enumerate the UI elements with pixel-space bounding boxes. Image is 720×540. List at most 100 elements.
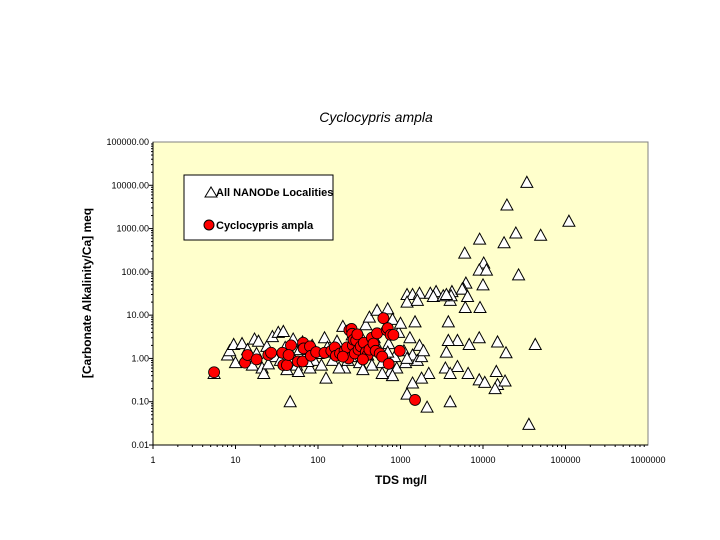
legend-circle-icon [203, 219, 215, 231]
y-tick-label: 1.00 [131, 353, 149, 363]
y-tick-label: 10000.00 [111, 180, 149, 190]
y-tick-label: 10.00 [126, 310, 149, 320]
triangle-point-all-localities [500, 197, 514, 211]
triangle-point-all-localities [375, 366, 390, 379]
triangle-point-all-localities [420, 400, 434, 413]
circle-point-cyclocypris [409, 394, 421, 406]
triangle-point-all-localities [461, 366, 475, 379]
chart-title: Cyclocypris ampla [319, 109, 433, 125]
triangle-point-all-localities [408, 314, 422, 328]
triangle-point-all-localities [522, 417, 536, 430]
x-tick-label: 10 [230, 455, 240, 465]
triangle-point-all-localities [462, 337, 477, 350]
circle-point-cyclocypris [281, 359, 293, 372]
x-tick-label: 100 [310, 455, 325, 465]
triangle-point-all-localities [489, 364, 504, 377]
circle-point-cyclocypris [296, 355, 309, 368]
triangle-point-all-localities [455, 282, 470, 295]
legend-label-cyclocypris: Cyclocypris ampla [216, 220, 314, 232]
y-tick-label: 0.10 [131, 397, 149, 407]
y-tick-label: 1000.00 [116, 224, 149, 234]
triangle-point-all-localities [317, 330, 332, 344]
y-tick-label: 0.01 [131, 440, 149, 450]
triangle-point-all-localities [365, 358, 379, 371]
triangle-point-all-localities [443, 366, 458, 379]
circle-point-cyclocypris [356, 353, 369, 366]
circle-point-cyclocypris [336, 350, 349, 363]
triangle-point-all-localities [458, 300, 473, 314]
x-tick-label: 1000 [390, 455, 410, 465]
triangle-point-all-localities [508, 225, 523, 239]
triangle-point-all-localities [319, 371, 333, 384]
triangle-point-all-localities [414, 371, 429, 384]
triangle-point-all-localities [400, 351, 414, 364]
triangle-point-all-localities [416, 343, 431, 357]
triangle-point-all-localities [426, 289, 441, 302]
triangle-point-all-localities [498, 374, 512, 387]
triangle-point-all-localities [362, 310, 377, 323]
triangle-point-all-localities [421, 366, 436, 379]
triangle-point-all-localities [261, 356, 276, 370]
triangle-point-all-localities [332, 360, 346, 374]
triangle-point-all-localities [441, 333, 456, 346]
triangle-point-all-localities [256, 366, 271, 379]
triangle-point-all-localities [477, 375, 492, 388]
triangle-point-all-localities [222, 343, 237, 357]
circle-point-cyclocypris [265, 346, 277, 359]
triangle-point-all-localities [450, 333, 465, 346]
triangle-point-all-localities [520, 175, 534, 188]
circle-point-cyclocypris [382, 357, 395, 370]
circle-point-cyclocypris [208, 366, 220, 379]
circle-point-cyclocypris [377, 312, 390, 325]
triangle-point-all-localities [291, 364, 306, 377]
triangle-point-all-localities [457, 246, 472, 259]
triangle-point-all-localities [251, 334, 266, 347]
triangle-point-all-localities [303, 360, 317, 374]
triangle-point-all-localities [228, 355, 243, 369]
triangle-point-all-localities [490, 334, 505, 348]
circle-point-cyclocypris [250, 353, 263, 366]
triangle-point-all-localities [443, 394, 458, 408]
triangle-point-all-localities [370, 303, 384, 316]
x-tick-label: 10000 [470, 455, 495, 465]
triangle-point-all-localities [450, 359, 465, 373]
y-tick-label: 100.00 [121, 267, 149, 277]
circle-point-cyclocypris [387, 328, 400, 341]
triangle-point-all-localities [405, 375, 420, 389]
triangle-point-all-localities [472, 232, 487, 245]
legend: All NANODe Localities Cyclocypris ampla [183, 174, 334, 241]
triangle-point-all-localities [479, 263, 494, 276]
y-tick-label: 100000.00 [106, 137, 149, 147]
x-tick-label: 1000000 [630, 455, 665, 465]
triangle-point-all-localities [562, 214, 576, 227]
triangle-point-all-localities [499, 345, 513, 359]
triangle-point-all-localities [356, 362, 370, 376]
triangle-point-all-localities [497, 235, 511, 249]
triangle-point-all-localities [476, 277, 490, 291]
triangle-point-all-localities [314, 358, 329, 371]
x-tick-label: 1 [150, 455, 155, 465]
triangle-point-all-localities [488, 381, 502, 395]
triangle-point-all-localities [410, 293, 425, 306]
triangle-point-all-localities [403, 330, 417, 344]
triangle-point-all-localities [472, 330, 487, 344]
circle-point-cyclocypris [285, 339, 297, 352]
triangle-point-all-localities [276, 324, 291, 337]
legend-triangle-icon [204, 186, 218, 198]
legend-label-all-localities: All NANODe Localities [216, 187, 333, 199]
circle-point-cyclocypris [393, 344, 406, 357]
triangle-point-all-localities [473, 300, 487, 314]
triangle-point-all-localities [385, 312, 400, 325]
triangle-point-all-localities [400, 295, 414, 308]
y-axis-label: [Carbonate Alkalinity/Ca] meq [80, 208, 94, 378]
triangle-point-all-localities [533, 228, 548, 241]
circle-point-cyclocypris [282, 349, 295, 361]
triangle-point-all-localities [400, 387, 414, 400]
triangle-point-all-localities [235, 336, 249, 350]
triangle-point-all-localities [358, 317, 373, 331]
x-axis-label: TDS mg/l [375, 473, 427, 487]
triangle-point-all-localities [511, 267, 526, 281]
triangle-point-all-localities [439, 345, 454, 358]
triangle-point-all-localities [439, 287, 454, 300]
